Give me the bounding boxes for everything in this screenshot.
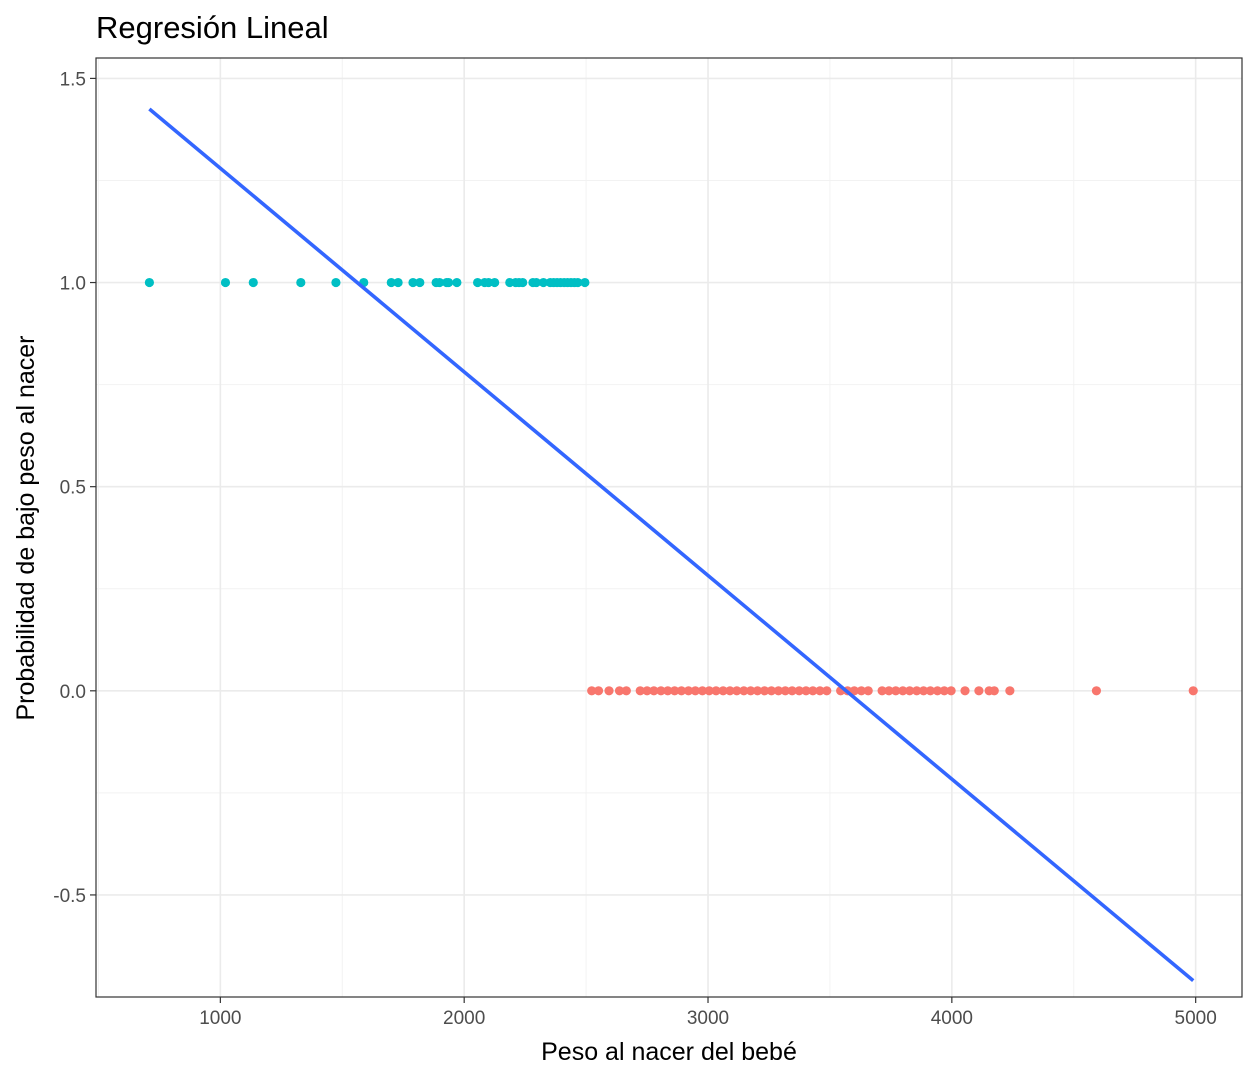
point-low-weight xyxy=(144,277,154,288)
point-normal-weight xyxy=(766,686,777,696)
point-normal-weight xyxy=(925,686,935,696)
point-normal-weight xyxy=(683,686,694,696)
point-normal-weight xyxy=(614,686,625,696)
y-tick-label: 1.5 xyxy=(60,69,86,90)
minor-gridlines xyxy=(96,58,1242,997)
point-normal-weight xyxy=(663,686,673,696)
point-normal-weight xyxy=(711,686,721,696)
point-low-weight xyxy=(490,277,500,288)
chart-title: Regresión Lineal xyxy=(96,10,329,45)
point-low-weight xyxy=(573,277,583,288)
point-normal-weight xyxy=(946,686,956,696)
point-low-weight xyxy=(443,277,454,288)
point-low-weight xyxy=(386,277,396,288)
x-tick-label: 5000 xyxy=(1175,1008,1217,1029)
point-normal-weight xyxy=(676,686,687,696)
point-normal-weight xyxy=(877,686,887,696)
point-normal-weight xyxy=(989,686,999,696)
point-normal-weight xyxy=(932,686,943,696)
x-tick-label: 3000 xyxy=(687,1008,729,1029)
point-normal-weight xyxy=(725,686,735,696)
point-normal-weight xyxy=(718,686,728,696)
point-normal-weight xyxy=(960,686,970,696)
y-tick-label: 0.5 xyxy=(60,478,86,499)
point-normal-weight xyxy=(856,686,866,696)
point-normal-weight xyxy=(794,686,804,696)
point-low-weight xyxy=(538,277,549,288)
point-normal-weight xyxy=(863,686,873,696)
y-axis-ticks: -0.5 0.0 0.5 1.0 1.5 xyxy=(53,69,96,907)
y-tick-label: 0.0 xyxy=(60,682,86,703)
y-tick-label: 1.0 xyxy=(60,274,86,295)
point-normal-weight xyxy=(974,686,984,696)
point-normal-weight xyxy=(1091,686,1102,696)
point-low-weight xyxy=(472,277,483,288)
point-normal-weight xyxy=(759,686,770,696)
point-normal-weight xyxy=(891,686,901,696)
point-normal-weight xyxy=(704,686,714,696)
regression-line-group xyxy=(148,107,1195,983)
point-low-weight xyxy=(434,277,445,288)
point-normal-weight xyxy=(587,686,597,696)
point-normal-weight xyxy=(593,686,604,696)
point-low-weight xyxy=(415,277,425,288)
point-low-weight xyxy=(452,277,462,288)
plot-panel xyxy=(96,58,1242,997)
x-axis-ticks: 1000 2000 3000 4000 5000 xyxy=(199,997,1217,1029)
major-gridlines xyxy=(96,58,1242,997)
point-normal-weight xyxy=(822,686,832,696)
point-normal-weight xyxy=(815,686,825,696)
point-normal-weight xyxy=(939,686,949,696)
point-normal-weight xyxy=(656,686,666,696)
point-normal-weight xyxy=(849,686,859,696)
point-normal-weight xyxy=(752,686,763,696)
point-normal-weight xyxy=(670,686,680,696)
point-low-weight xyxy=(248,277,258,288)
regression-line xyxy=(148,107,1195,983)
point-normal-weight xyxy=(739,686,749,696)
x-tick-label: 1000 xyxy=(199,1008,241,1029)
point-normal-weight xyxy=(649,686,659,696)
point-low-weight xyxy=(331,277,341,288)
point-normal-weight xyxy=(905,686,915,696)
point-low-weight xyxy=(220,277,231,288)
point-normal-weight xyxy=(918,686,929,696)
point-normal-weight xyxy=(808,686,818,696)
point-normal-weight xyxy=(642,686,652,696)
point-normal-weight xyxy=(1188,686,1198,696)
x-tick-label: 4000 xyxy=(931,1008,973,1029)
point-normal-weight xyxy=(690,686,700,696)
point-normal-weight xyxy=(1005,686,1015,696)
point-normal-weight xyxy=(604,686,614,696)
point-low-weight xyxy=(408,277,418,288)
y-tick-label: -0.5 xyxy=(53,886,86,907)
point-normal-weight xyxy=(635,686,645,696)
point-normal-weight xyxy=(912,686,922,696)
plot-border xyxy=(95,57,1243,998)
x-axis-title: Peso al nacer del bebé xyxy=(541,1038,797,1066)
point-low-weight xyxy=(580,277,590,288)
point-low-weight xyxy=(518,277,528,288)
point-normal-weight xyxy=(898,686,908,696)
point-normal-weight xyxy=(801,686,811,696)
point-normal-weight xyxy=(787,686,797,696)
point-normal-weight xyxy=(780,686,790,696)
point-normal-weight xyxy=(621,686,631,696)
x-tick-label: 2000 xyxy=(443,1008,485,1029)
y-axis-title: Probabilidad de bajo peso al nacer xyxy=(12,336,40,721)
point-low-weight xyxy=(393,277,403,288)
point-normal-weight xyxy=(732,686,742,696)
point-normal-weight xyxy=(773,686,784,696)
point-low-weight xyxy=(296,277,306,288)
point-normal-weight xyxy=(746,686,756,696)
point-low-weight xyxy=(531,277,541,288)
point-normal-weight xyxy=(697,686,708,696)
point-normal-weight xyxy=(884,686,894,696)
